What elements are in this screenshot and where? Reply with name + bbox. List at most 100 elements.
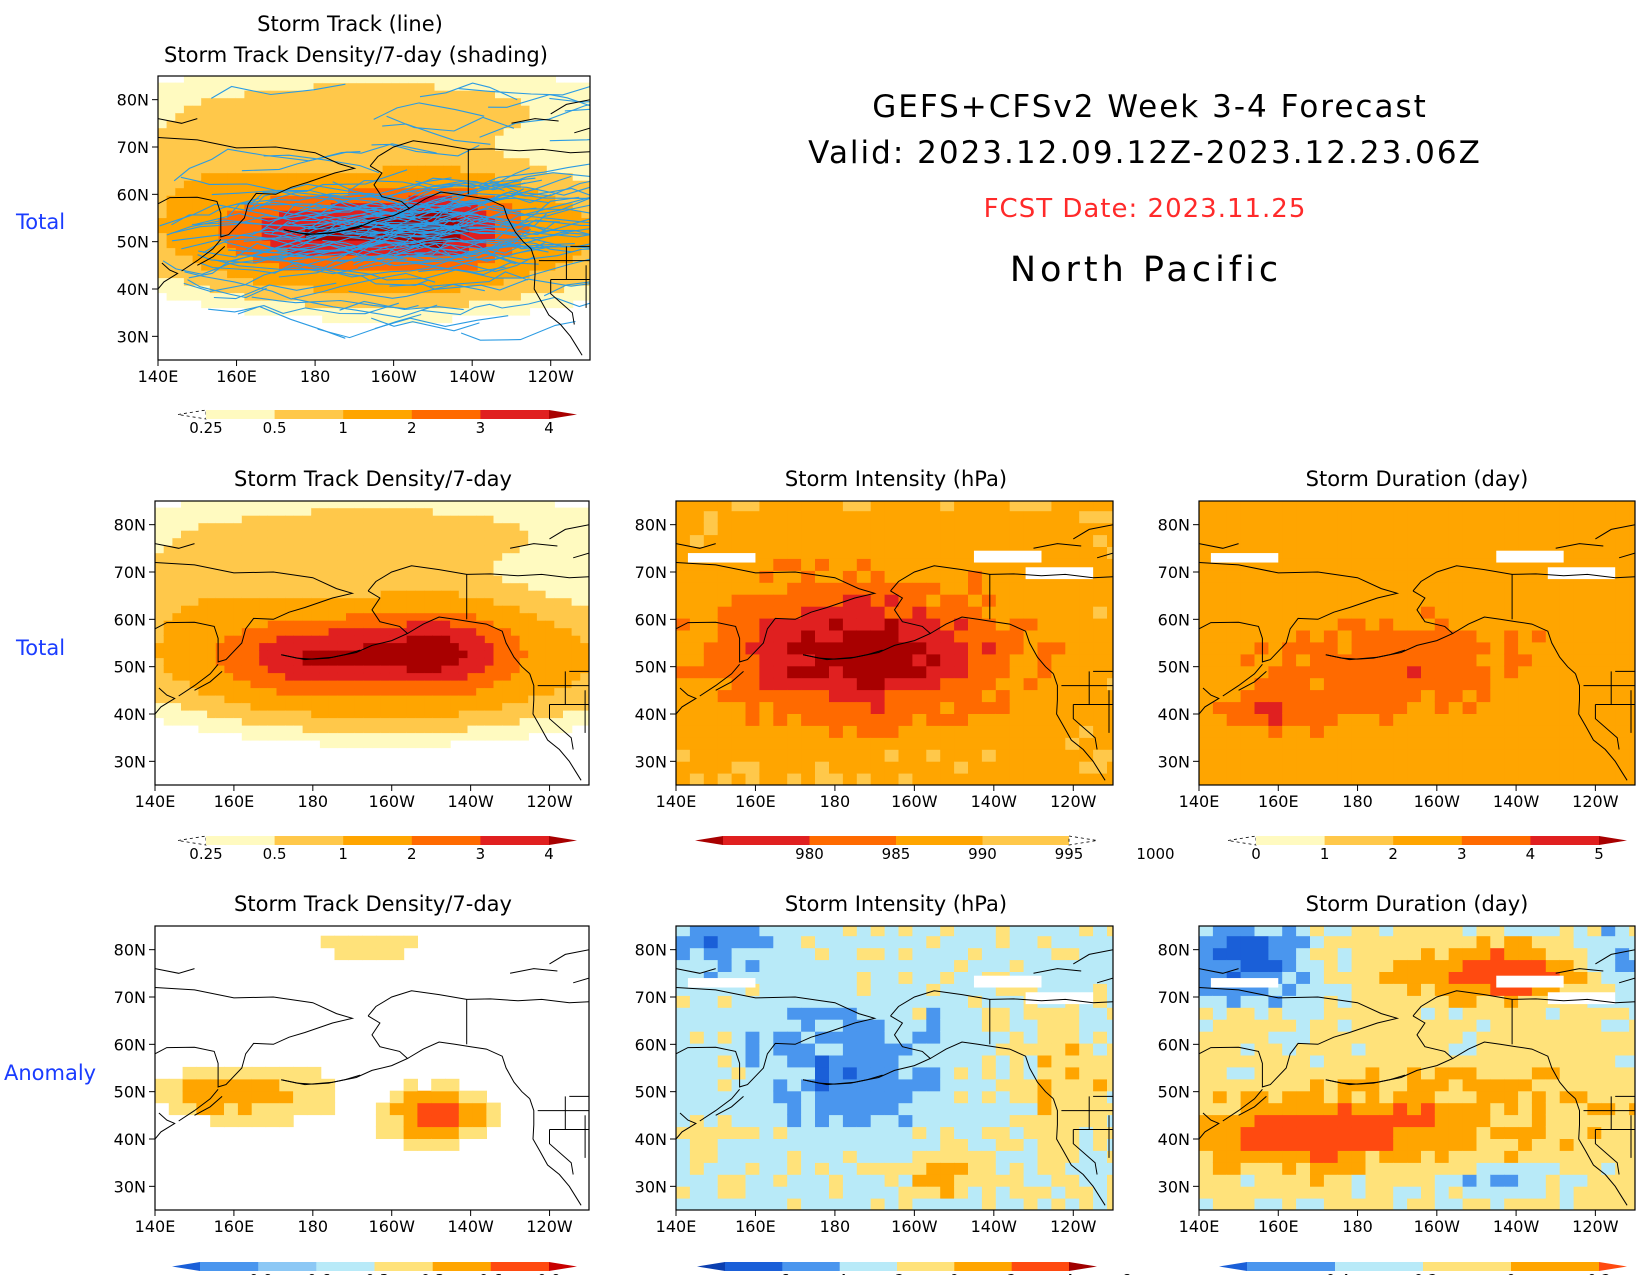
- heatmap-cell: [1051, 773, 1066, 785]
- heatmap-cell: [198, 657, 208, 666]
- heatmap-cell: [293, 612, 304, 621]
- heatmap-cell: [276, 515, 286, 524]
- heatmap-cell: [940, 594, 955, 607]
- heatmap-cell: [192, 112, 202, 121]
- heatmap-cell: [218, 76, 228, 84]
- y-tick-label: 30N: [114, 752, 146, 771]
- heatmap-cell: [759, 665, 774, 679]
- heatmap-cell: [285, 560, 295, 569]
- heatmap-cell: [155, 537, 165, 546]
- heatmap-cell: [1351, 761, 1367, 774]
- heatmap-cell: [224, 710, 234, 719]
- heatmap-cell: [293, 597, 304, 606]
- heatmap-cell: [1212, 653, 1228, 667]
- heatmap-cell: [759, 534, 774, 547]
- heatmap-cell: [1199, 677, 1214, 691]
- heatmap-cell: [581, 120, 590, 129]
- heatmap-cell: [365, 187, 375, 196]
- heatmap-cell: [450, 635, 460, 644]
- heatmap-cell: [502, 552, 512, 561]
- heatmap-cell: [1065, 641, 1080, 655]
- heatmap-cell: [201, 225, 211, 234]
- heatmap-cell: [759, 629, 774, 643]
- heatmap-cell: [829, 677, 844, 691]
- heatmap-cell: [302, 522, 312, 531]
- heatmap-cell: [580, 590, 589, 599]
- heatmap-cell: [1212, 570, 1228, 583]
- heatmap-cell: [328, 522, 338, 531]
- heatmap-cell: [546, 292, 556, 301]
- heatmap-cell: [406, 725, 416, 734]
- heatmap-cell: [745, 522, 760, 536]
- heatmap-cell: [348, 82, 358, 91]
- heatmap-cell: [589, 515, 598, 523]
- heatmap-cell: [580, 665, 589, 674]
- heatmap-cell: [227, 157, 237, 166]
- heatmap-cell: [415, 627, 425, 636]
- heatmap-cell: [571, 635, 581, 644]
- heatmap-cell: [1037, 501, 1052, 512]
- heatmap-cell: [415, 522, 425, 531]
- heatmap-cell: [259, 507, 269, 516]
- heatmap-cell: [520, 262, 531, 271]
- heatmap-cell: [304, 172, 315, 181]
- heatmap-cell: [773, 677, 788, 691]
- heatmap-cell: [175, 105, 185, 114]
- heatmap-cell: [279, 292, 289, 301]
- heatmap-cell: [244, 285, 254, 294]
- heatmap-cell: [1531, 534, 1547, 547]
- heatmap-cell: [528, 560, 538, 569]
- heatmap-cell: [1434, 725, 1450, 738]
- heatmap-cell: [856, 522, 872, 536]
- heatmap-cell: [389, 672, 399, 681]
- heatmap-cell: [1337, 641, 1353, 655]
- heatmap-cell: [155, 582, 165, 591]
- heatmap-cell: [163, 560, 173, 569]
- heatmap-cell: [201, 97, 211, 106]
- heatmap-cell: [451, 97, 461, 106]
- heatmap-cell: [209, 202, 219, 211]
- heatmap-cell: [590, 218, 599, 226]
- heatmap-cell: [391, 135, 401, 144]
- heatmap-cell: [773, 522, 788, 536]
- heatmap-cell: [1545, 725, 1561, 738]
- heatmap-cell: [441, 710, 451, 719]
- heatmap-cell: [434, 187, 444, 196]
- heatmap-cell: [235, 76, 245, 84]
- heatmap-cell: [590, 188, 599, 196]
- heatmap-cell: [224, 642, 234, 651]
- heatmap-cell: [1379, 725, 1394, 738]
- heatmap-cell: [528, 695, 538, 704]
- x-tick-label: 160W: [370, 367, 417, 386]
- heatmap-cell: [451, 217, 461, 226]
- heatmap-cell: [995, 629, 1011, 643]
- heatmap-cell: [580, 515, 589, 524]
- heatmap-cell: [192, 187, 202, 196]
- heatmap-cell: [424, 620, 434, 629]
- heatmap-cell: [372, 522, 382, 531]
- heatmap-cell: [689, 510, 705, 524]
- heatmap-cell: [477, 157, 487, 166]
- heatmap-cell: [676, 558, 691, 571]
- heatmap-cell: [829, 618, 844, 631]
- heatmap-cell: [571, 560, 581, 569]
- heatmap-cell: [270, 247, 280, 256]
- heatmap-cell: [261, 150, 271, 159]
- heatmap-cell: [304, 150, 315, 159]
- heatmap-cell: [241, 635, 252, 644]
- heatmap-cell: [1310, 749, 1325, 762]
- heatmap-cell: [356, 292, 366, 301]
- heatmap-cell: [486, 225, 496, 234]
- heatmap-cell: [502, 597, 512, 606]
- coast-line: [197, 246, 226, 266]
- heatmap-cell: [224, 605, 234, 614]
- heatmap-cell: [250, 501, 260, 509]
- heatmap-cell: [346, 597, 356, 606]
- heatmap-cell: [172, 545, 182, 554]
- heatmap-cell: [253, 97, 263, 106]
- heatmap-cell: [441, 650, 451, 659]
- heatmap-cell: [563, 687, 573, 696]
- heatmap-cell: [469, 112, 479, 121]
- heatmap-cell: [787, 701, 802, 714]
- heatmap-cell: [425, 135, 435, 144]
